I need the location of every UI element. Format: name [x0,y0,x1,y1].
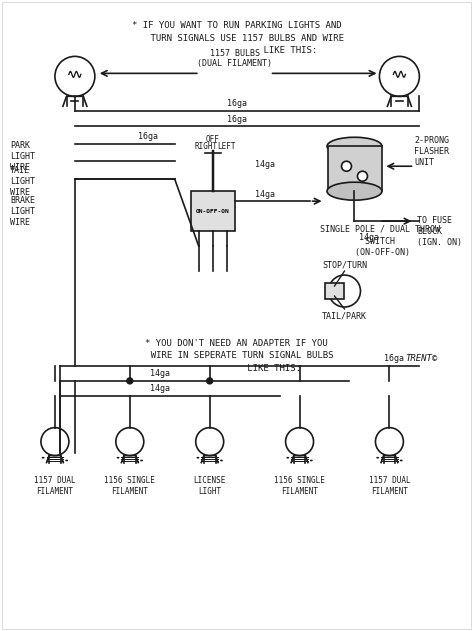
Text: BRAKE
LIGHT
WIRE: BRAKE LIGHT WIRE [10,196,35,227]
Text: TAIL
LIGHT
WIRE: TAIL LIGHT WIRE [10,166,35,198]
Text: 14ga: 14ga [255,190,274,199]
Text: OFF: OFF [206,135,219,144]
Text: 1157 DUAL
FILAMENT: 1157 DUAL FILAMENT [34,476,76,496]
Text: 16ga: 16ga [138,133,158,141]
Text: 14ga: 14ga [150,369,170,378]
Circle shape [357,171,367,181]
Ellipse shape [327,138,382,155]
Text: 16ga: 16ga [227,99,246,109]
Text: LEFT: LEFT [218,142,236,151]
Text: * YOU DON'T NEED AN ADAPTER IF YOU
  WIRE IN SEPERATE TURN SIGNAL BULBS
        : * YOU DON'T NEED AN ADAPTER IF YOU WIRE … [140,339,333,373]
Text: 1156 SINGLE
FILAMENT: 1156 SINGLE FILAMENT [274,476,325,496]
Text: SINGLE POLE / DUAL THROW
         SWITCH
       (ON-OFF-ON): SINGLE POLE / DUAL THROW SWITCH (ON-OFF-… [319,225,439,257]
Text: ON-OFF-ON: ON-OFF-ON [196,209,229,214]
Text: 14ga: 14ga [255,160,274,169]
Bar [325,283,345,299]
Text: TO FUSE
BLOCK
(IGN. ON): TO FUSE BLOCK (IGN. ON) [418,216,463,247]
Text: 14ga: 14ga [150,384,170,393]
Circle shape [207,378,213,384]
Bar [328,146,383,191]
Text: TRENT©: TRENT© [405,354,438,363]
Text: 1157 DUAL
FILAMENT: 1157 DUAL FILAMENT [369,476,410,496]
Text: PARK
LIGHT
WIRE: PARK LIGHT WIRE [10,141,35,172]
Text: 16ga: 16ga [227,115,246,124]
Text: TAIL/PARK: TAIL/PARK [322,311,367,320]
Text: STOP/TURN: STOP/TURN [322,260,367,269]
Text: 1156 SINGLE
FILAMENT: 1156 SINGLE FILAMENT [104,476,155,496]
Circle shape [341,162,352,171]
Text: 14ga: 14ga [359,233,380,242]
Text: * IF YOU WANT TO RUN PARKING LIGHTS AND
    TURN SIGNALS USE 1157 BULBS AND WIRE: * IF YOU WANT TO RUN PARKING LIGHTS AND … [129,21,344,56]
Ellipse shape [327,182,382,200]
Text: 2-PRONG
FLASHER
UNIT: 2-PRONG FLASHER UNIT [414,136,449,167]
Text: 1157 BULBS
(DUAL FILAMENT): 1157 BULBS (DUAL FILAMENT) [197,49,272,68]
Text: LICENSE
LIGHT: LICENSE LIGHT [193,476,226,496]
Bar [191,191,235,231]
Text: RIGHT: RIGHT [195,142,218,151]
Text: 16ga: 16ga [384,354,404,363]
Circle shape [127,378,133,384]
